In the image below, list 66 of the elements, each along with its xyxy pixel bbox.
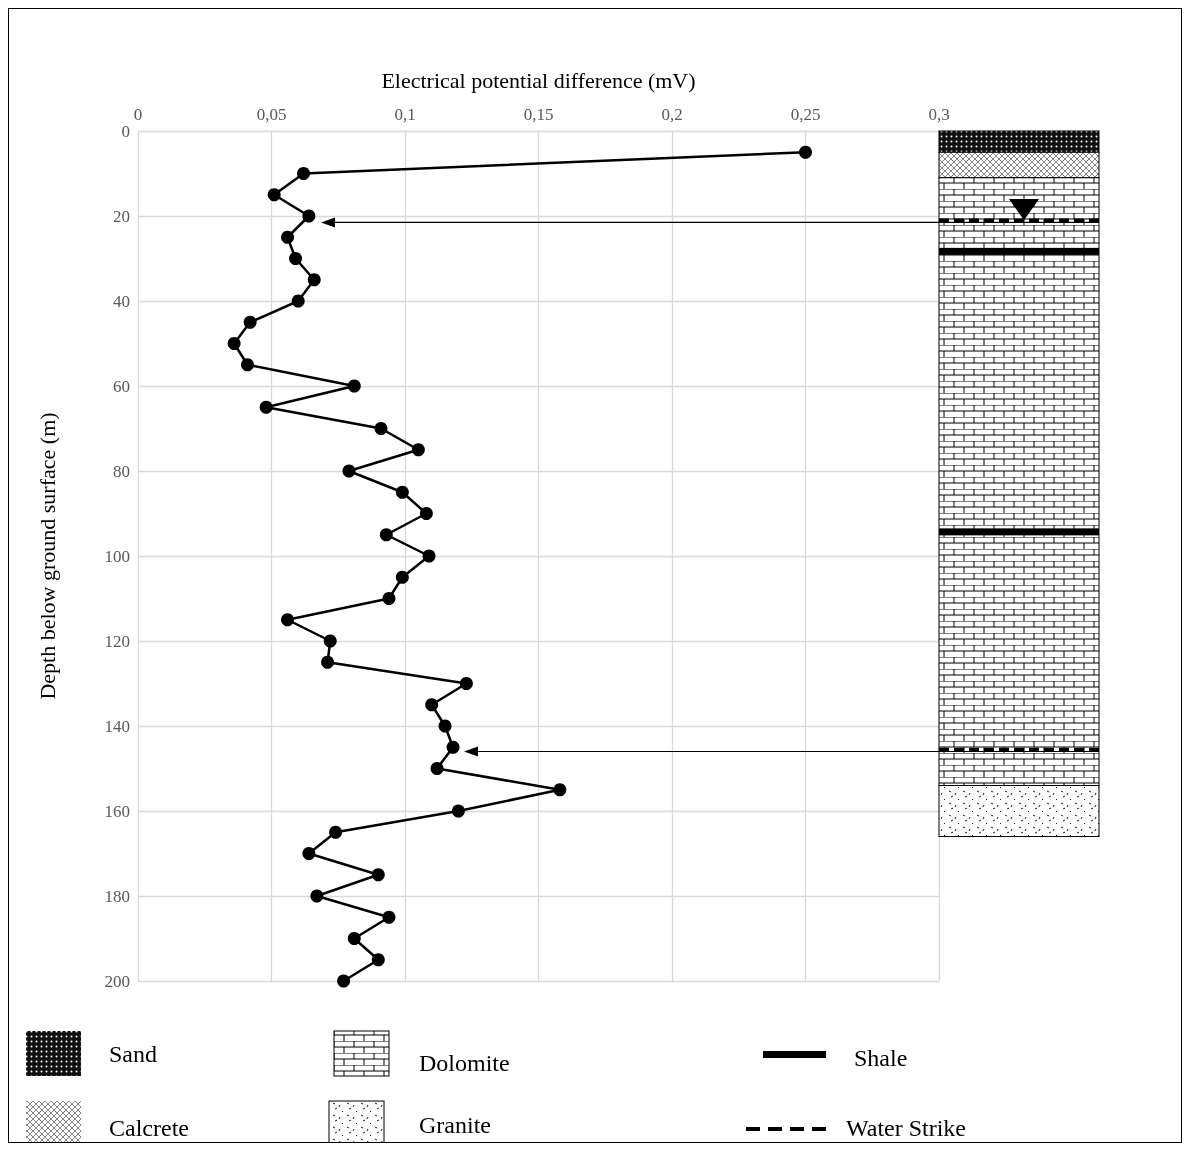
text: Calcrete [109,1115,189,1141]
y-tick-label: 180 [104,886,130,906]
y-tick-label: 80 [113,461,130,481]
point [371,868,385,882]
y-tick-label: 140 [104,716,130,736]
y-tick-label: 200 [104,971,130,991]
point [395,485,409,499]
x-tick-label: 0,25 [790,105,821,124]
point [243,315,257,329]
point [289,252,303,265]
point [342,464,356,478]
text: Water Strike [846,1115,967,1141]
point [395,570,409,584]
point [425,698,439,712]
y-tick-label: 20 [113,206,130,226]
point [291,294,305,308]
point [374,422,388,435]
point [438,719,452,733]
point [382,910,396,924]
text: Dolomite [419,1050,510,1076]
point [310,889,324,903]
point [323,634,337,648]
point [379,528,393,542]
y-tick-label: 120 [104,631,130,651]
text: Shale [854,1045,908,1071]
point [382,592,396,605]
text: Granite [419,1112,491,1138]
x-tick-label: 0,3 [928,105,950,124]
point [446,740,460,754]
point [347,379,361,393]
text: Sand [109,1041,157,1067]
point [422,549,436,563]
y-tick-label: 160 [104,801,130,821]
point [419,507,433,520]
point [459,677,473,690]
x-tick-label: 0,1 [394,105,416,124]
point [307,273,321,287]
point [799,145,812,159]
x-tick-label: 0,05 [256,105,287,124]
point [259,400,273,414]
y-axis-title: Depth below ground surface (m) [34,412,60,700]
point [281,613,295,627]
point [267,188,281,202]
point [430,762,444,775]
y-tick-label: 100 [104,546,130,566]
point [337,974,351,988]
point [240,358,254,372]
point [347,932,361,945]
y-tick-label: 40 [113,291,130,311]
point [281,230,295,244]
x-tick-label: 0 [133,105,143,124]
y-tick-label: 0 [121,121,130,141]
point [451,804,465,818]
point [329,825,343,839]
point [302,847,316,860]
point [297,167,311,180]
x-tick-label: 0,15 [523,105,554,124]
point [553,783,567,797]
point [411,443,425,457]
y-tick-label: 60 [113,376,130,396]
point [371,953,385,967]
x-tick-label: 0,2 [661,105,683,124]
point [302,209,316,223]
point [227,337,241,350]
point [321,655,335,669]
x-axis-title: Electrical potential difference (mV) [381,67,696,93]
